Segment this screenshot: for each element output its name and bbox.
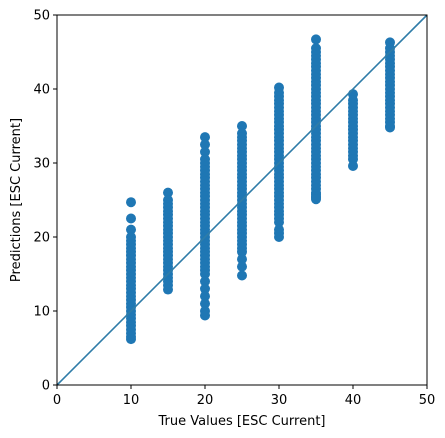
y-tick-label: 30	[33, 157, 50, 172]
data-point	[200, 276, 210, 287]
plot-frame	[56, 14, 428, 386]
data-point	[311, 34, 321, 45]
data-point	[126, 224, 136, 235]
x-tick-label: 20	[197, 393, 214, 408]
x-tick-label: 40	[345, 393, 362, 408]
y-tick-label: 20	[33, 231, 50, 246]
data-point	[200, 132, 210, 143]
data-point	[200, 283, 210, 294]
data-point	[237, 246, 247, 257]
points-layer	[126, 34, 395, 345]
data-point	[237, 261, 247, 272]
data-point	[385, 122, 395, 133]
data-point	[200, 146, 210, 157]
data-point	[237, 121, 247, 131]
data-point	[163, 284, 173, 295]
data-point	[274, 217, 284, 228]
data-point	[200, 269, 210, 279]
x-tick-label: 10	[123, 393, 140, 408]
data-point	[348, 160, 358, 171]
y-tick-label: 0	[42, 379, 50, 394]
y-axis-label: Predictions [ESC Current]	[9, 118, 24, 282]
x-tick-label: 50	[419, 393, 436, 408]
data-point	[237, 270, 247, 281]
y-tick-label: 40	[33, 83, 50, 98]
data-point	[126, 213, 136, 224]
data-point	[200, 291, 210, 302]
data-point	[163, 187, 173, 198]
data-point	[200, 310, 210, 321]
y-axis: 0 10 20 30 40 50	[33, 9, 57, 394]
data-point	[200, 139, 210, 150]
x-axis-label: True Values [ESC Current]	[158, 414, 326, 429]
x-tick-label: 0	[53, 393, 61, 408]
data-point	[200, 298, 210, 309]
x-axis: 0 10 20 30 40 50	[53, 385, 435, 408]
y-tick-label: 10	[33, 305, 50, 320]
data-point	[311, 194, 321, 205]
reference-line	[56, 14, 428, 386]
data-point	[126, 334, 136, 345]
x-tick-label: 30	[271, 393, 288, 408]
data-point	[237, 254, 247, 265]
data-point	[126, 197, 136, 208]
y-tick-label: 50	[33, 9, 50, 24]
data-point	[274, 232, 284, 242]
